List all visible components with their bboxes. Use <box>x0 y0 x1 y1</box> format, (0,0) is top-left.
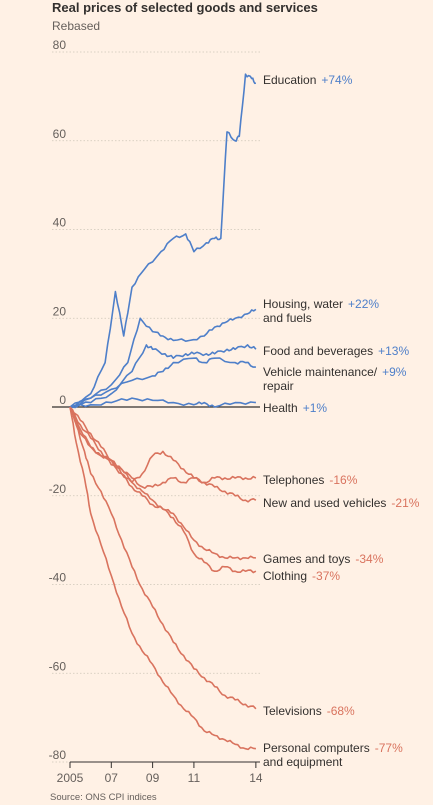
series-line-4 <box>69 397 256 408</box>
series-change: +1% <box>303 401 328 415</box>
series-name: New and used vehicles <box>263 496 386 510</box>
series-change: -37% <box>312 569 340 583</box>
series-label: Education +74% <box>263 73 353 87</box>
x-tick-label: 2005 <box>57 771 84 785</box>
y-tick-label: -80 <box>49 748 67 762</box>
series-label: Clothing -37% <box>263 569 340 583</box>
series-line-2 <box>69 344 257 409</box>
series-line-10 <box>69 406 257 751</box>
chart-subtitle: Rebased <box>52 19 101 33</box>
series-change: -16% <box>329 473 357 487</box>
series-change: +9% <box>382 365 407 379</box>
series-line-3 <box>69 357 256 408</box>
chart-title: Real prices of selected goods and servic… <box>52 0 318 15</box>
series-line-5 <box>69 406 257 484</box>
series-name: Clothing <box>263 569 307 583</box>
series-label: Food and beverages +13% <box>263 344 409 358</box>
series-name: Televisions <box>263 704 322 718</box>
series-name: Games and toys <box>263 552 350 566</box>
series-change: +13% <box>378 344 409 358</box>
y-tick-label: 0 <box>59 393 66 407</box>
series-name: Health <box>263 401 298 415</box>
y-tick-label: 80 <box>53 38 67 52</box>
y-tick-label: 60 <box>53 127 67 141</box>
y-tick-label: 20 <box>53 304 67 318</box>
series-label: Personal computers -77% and equipment <box>263 741 403 769</box>
series-label: New and used vehicles -21% <box>263 496 420 510</box>
series-line-9 <box>69 406 257 710</box>
series-name: repair <box>263 379 294 393</box>
series-line-8 <box>69 406 257 574</box>
series-change: -21% <box>391 496 419 510</box>
series-line-1 <box>69 308 257 408</box>
gridlines <box>52 51 260 763</box>
series-label: Games and toys -34% <box>263 552 384 566</box>
series-label: Televisions -68% <box>263 704 355 718</box>
y-tick-label: -20 <box>49 482 67 496</box>
x-tick-label: 07 <box>105 771 119 785</box>
series-name: and equipment <box>263 755 343 769</box>
series-line-0 <box>69 73 257 408</box>
series-name: Education <box>263 73 316 87</box>
source-note: Source: ONS CPI indices <box>50 792 157 803</box>
series-label: Telephones -16% <box>263 473 358 487</box>
series-name: Telephones <box>263 473 324 487</box>
y-tick-label: -40 <box>49 571 67 585</box>
series-change: -68% <box>327 704 355 718</box>
series-name: Personal computers <box>263 741 370 755</box>
series-name: Vehicle maintenance/ <box>263 365 378 379</box>
y-axis-ticks: 80 60 40 20 0 -20 -40 -60 -80 <box>49 38 67 762</box>
x-tick-label: 09 <box>146 771 160 785</box>
series-name: Food and beverages <box>263 344 373 358</box>
series-lines <box>69 73 257 751</box>
x-tick-label: 14 <box>249 771 263 785</box>
series-change: +74% <box>321 73 352 87</box>
series-change: +22% <box>348 297 379 311</box>
series-label: Housing, water +22% and fuels <box>263 297 379 325</box>
series-labels: Education +74% Housing, water +22% and fuels… <box>263 73 420 769</box>
series-name: Housing, water <box>263 297 343 311</box>
x-tick-label: 11 <box>188 771 201 785</box>
x-axis-ticks: 2005 07 09 11 14 <box>57 761 263 785</box>
series-label: Health +1% <box>263 401 327 415</box>
series-name: and fuels <box>263 311 312 325</box>
series-change: -34% <box>355 552 383 566</box>
series-label: Vehicle maintenance/ +9% repair <box>263 365 407 393</box>
series-change: -77% <box>375 741 403 755</box>
y-tick-label: 40 <box>53 216 67 230</box>
y-tick-label: -60 <box>49 659 67 673</box>
